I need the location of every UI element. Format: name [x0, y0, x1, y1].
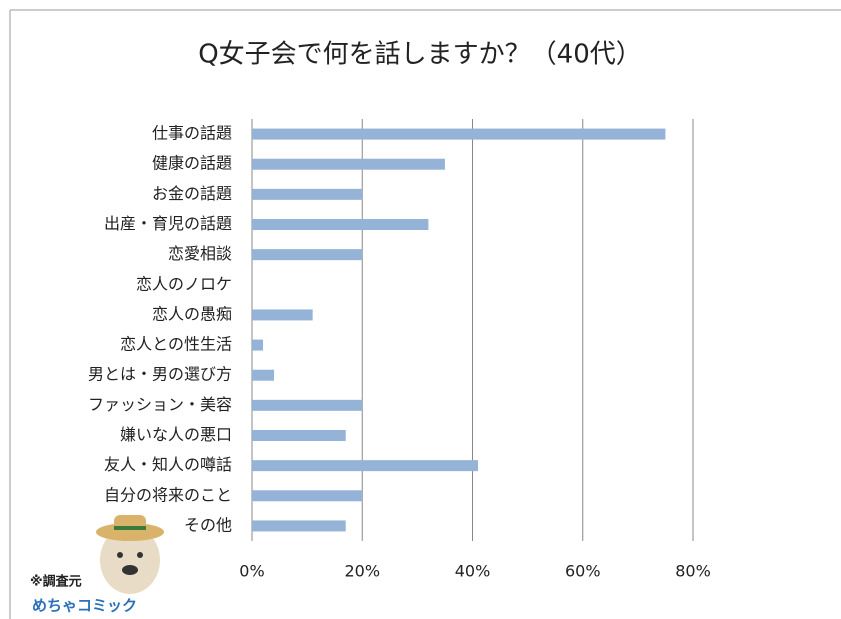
- y-tick-label: 恋愛相談: [168, 244, 232, 263]
- source-logo: めちゃコミック: [32, 597, 137, 615]
- bar: [252, 219, 429, 230]
- y-tick-label: 恋人との性生活: [120, 335, 232, 354]
- y-tick-label: 出産・育児の話題: [104, 214, 232, 233]
- y-tick-label: 男とは・男の選び方: [88, 365, 232, 384]
- bar: [252, 369, 275, 381]
- y-tick-label: 嫌いな人の悪口: [120, 425, 232, 444]
- y-tick-label: お金の話題: [152, 184, 232, 203]
- x-tick-label: 0%: [239, 562, 264, 581]
- chart-title: Q女子会で何を話しますか？（40代）: [198, 40, 642, 70]
- bar: [252, 309, 313, 321]
- y-tick-label: 友人・知人の噂話: [104, 455, 232, 474]
- x-tick-label: 20%: [344, 562, 380, 581]
- bar: [252, 188, 363, 200]
- y-tick-label: 恋人のノロケ: [136, 274, 232, 293]
- x-tick-label: 40%: [455, 562, 491, 581]
- bar: [252, 490, 363, 502]
- y-tick-label: その他: [184, 515, 232, 534]
- y-tick-label: ファッション・美容: [88, 395, 232, 414]
- mascot: [96, 515, 164, 594]
- x-tick-label: 60%: [565, 562, 601, 581]
- source-label: ※調査元: [30, 574, 82, 590]
- y-tick-label: 恋人の愚痴: [152, 304, 232, 323]
- y-tick-label: 自分の将来のこと: [104, 485, 232, 504]
- bar: [252, 520, 346, 532]
- bar: [252, 430, 346, 441]
- bar: [252, 460, 479, 472]
- bar: [252, 128, 666, 140]
- bar: [252, 249, 363, 261]
- bar: [252, 399, 363, 411]
- y-tick-label: 仕事の話題: [152, 124, 232, 143]
- y-tick-label: 健康の話題: [152, 154, 232, 173]
- bar: [252, 158, 445, 170]
- bar: [252, 339, 264, 351]
- x-tick-label: 80%: [675, 562, 711, 581]
